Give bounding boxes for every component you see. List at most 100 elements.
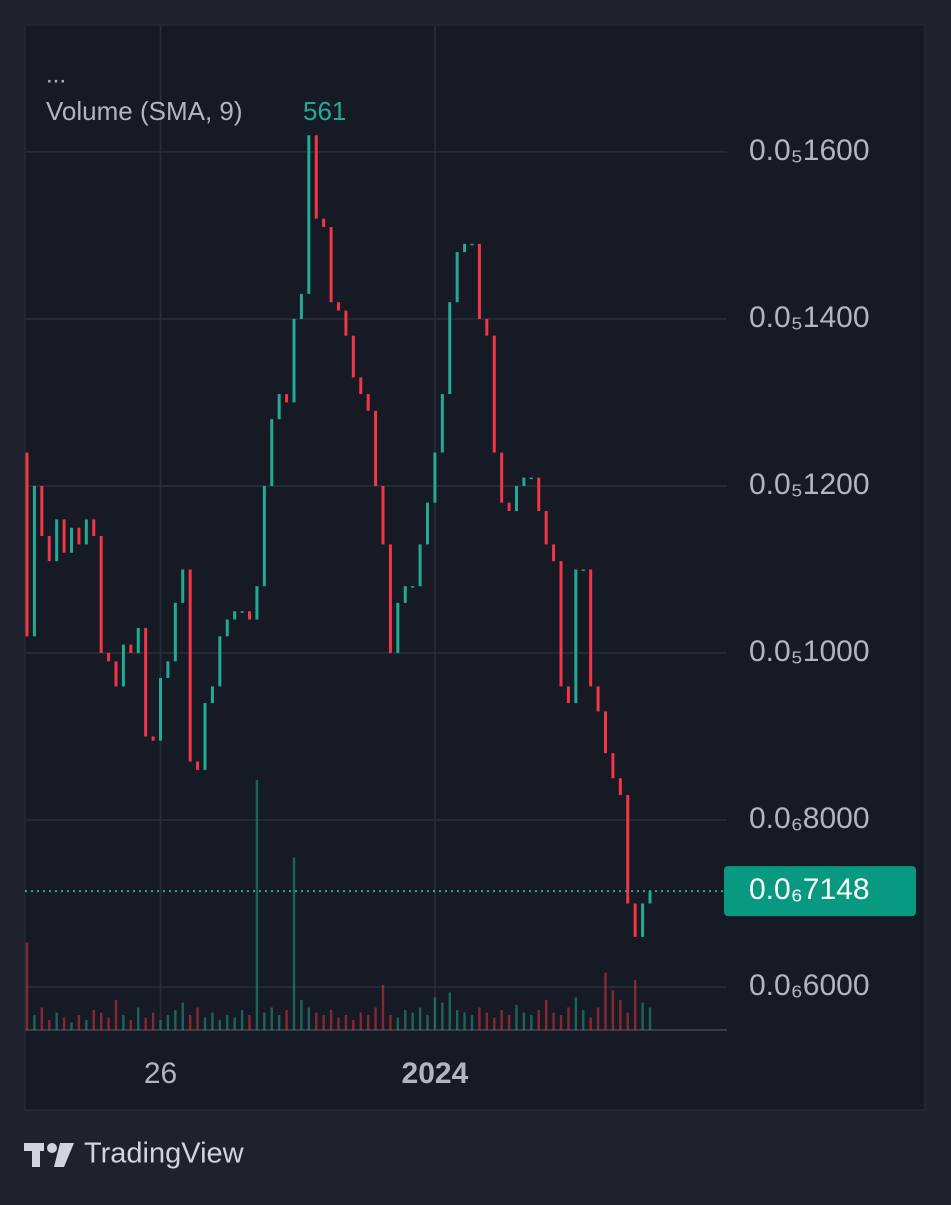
candle-body [418, 544, 422, 587]
volume-bar [604, 972, 607, 1030]
candle-body [537, 477, 541, 512]
volume-bar [300, 1000, 303, 1030]
volume-bar [159, 1020, 162, 1030]
candle-body [240, 611, 244, 613]
candle-body [470, 243, 474, 246]
indicator-name: Volume (SMA, 9) [46, 96, 243, 126]
y-tick-label: 0.0₅1000 [749, 635, 870, 668]
candle-body [62, 519, 66, 553]
candle-body [32, 485, 36, 637]
volume-bar [322, 1015, 325, 1030]
candle-body [270, 419, 274, 486]
candle-body [136, 627, 140, 653]
volume-bar [352, 1020, 355, 1030]
candle-body [648, 891, 652, 904]
volume-bar [285, 1010, 288, 1030]
x-tick-label: 26 [144, 1057, 177, 1090]
candle-body [77, 527, 81, 545]
volume-bar [62, 1017, 66, 1030]
volume-bar [203, 1017, 207, 1030]
volume-bar [181, 1002, 184, 1030]
candle-body [92, 519, 96, 537]
candle-body [366, 394, 370, 411]
volume-bar [240, 1010, 244, 1030]
y-tick-label: 0.0₅1200 [749, 468, 870, 501]
chart-panel [24, 24, 926, 1111]
label-layer: 0.0₆6000 0.0₆8000 0.0₅1000 0.0₅1200 0.0₅1400… [25, 134, 916, 1090]
candle-body [359, 377, 363, 395]
candle-body [500, 452, 504, 503]
volume-bar [493, 1017, 496, 1030]
candle-body [166, 661, 170, 679]
volume-bar [144, 1017, 147, 1030]
grid [25, 25, 727, 1030]
volume-bar [137, 1007, 140, 1030]
candle-body [485, 318, 489, 336]
volume-bar [441, 1002, 444, 1030]
candle-body [188, 569, 192, 762]
candle-body [559, 561, 563, 687]
y-tick-label: 0.0₅1600 [749, 134, 870, 167]
volume-bar [574, 997, 578, 1030]
volume-bar [166, 1015, 170, 1030]
candle-body [492, 335, 496, 453]
volume-bar [129, 1020, 133, 1030]
volume-bar [433, 997, 437, 1030]
candle-body [329, 227, 333, 303]
candle-body [426, 502, 429, 545]
candle-body [314, 135, 318, 219]
volume-bar [611, 990, 615, 1030]
volume-bar [366, 1015, 370, 1030]
candle-body [618, 778, 622, 795]
candle-body [574, 569, 578, 704]
volume-bar [389, 1015, 392, 1030]
volume-bar [626, 1012, 629, 1030]
candle-body [403, 586, 407, 603]
volume-bar [211, 1012, 214, 1030]
candle-body [566, 686, 570, 704]
indicator-value: 561 [303, 96, 346, 126]
candle-body [455, 252, 459, 303]
candle-body [25, 452, 29, 637]
candle-body [203, 703, 207, 770]
y-tick-label: 0.0₅1400 [749, 301, 870, 334]
volume-bar [552, 1012, 555, 1030]
candle-body [299, 293, 303, 319]
volume-bar [70, 1022, 73, 1030]
candle-body [463, 243, 467, 253]
volume-bar [530, 1015, 533, 1030]
volume-bar [40, 1007, 44, 1030]
candle-body [292, 318, 296, 403]
candle-body [151, 736, 155, 741]
volume-bar [218, 1020, 222, 1030]
volume-bar [374, 1007, 377, 1030]
volume-bar [359, 1012, 362, 1030]
volume-bar [381, 985, 385, 1030]
volume-bar [92, 1010, 95, 1030]
candle-body [255, 586, 259, 620]
volume-bar [85, 1020, 88, 1030]
candle-body [641, 903, 645, 937]
volume-bar [559, 1015, 563, 1030]
legend-menu[interactable]: ... [46, 61, 66, 88]
volume-bar [500, 1010, 503, 1030]
candle-body [262, 485, 266, 587]
candle-body [633, 903, 637, 937]
candle-body [522, 477, 526, 486]
volume-bar [151, 1012, 155, 1030]
candle-layer [25, 135, 652, 937]
volume-bar [33, 1015, 36, 1030]
volume-bar [537, 1010, 540, 1030]
volume-bar [396, 1017, 400, 1030]
candle-body [181, 569, 185, 603]
volume-bar [619, 1000, 622, 1030]
candle-body [218, 636, 222, 687]
candle-body [84, 519, 88, 545]
candle-body [477, 243, 481, 319]
volume-bar [25, 942, 29, 1030]
brand-name: TradingView [84, 1138, 245, 1170]
volume-bar [507, 1015, 511, 1030]
volume-bar [270, 1007, 273, 1030]
volume-bar [411, 1012, 414, 1030]
